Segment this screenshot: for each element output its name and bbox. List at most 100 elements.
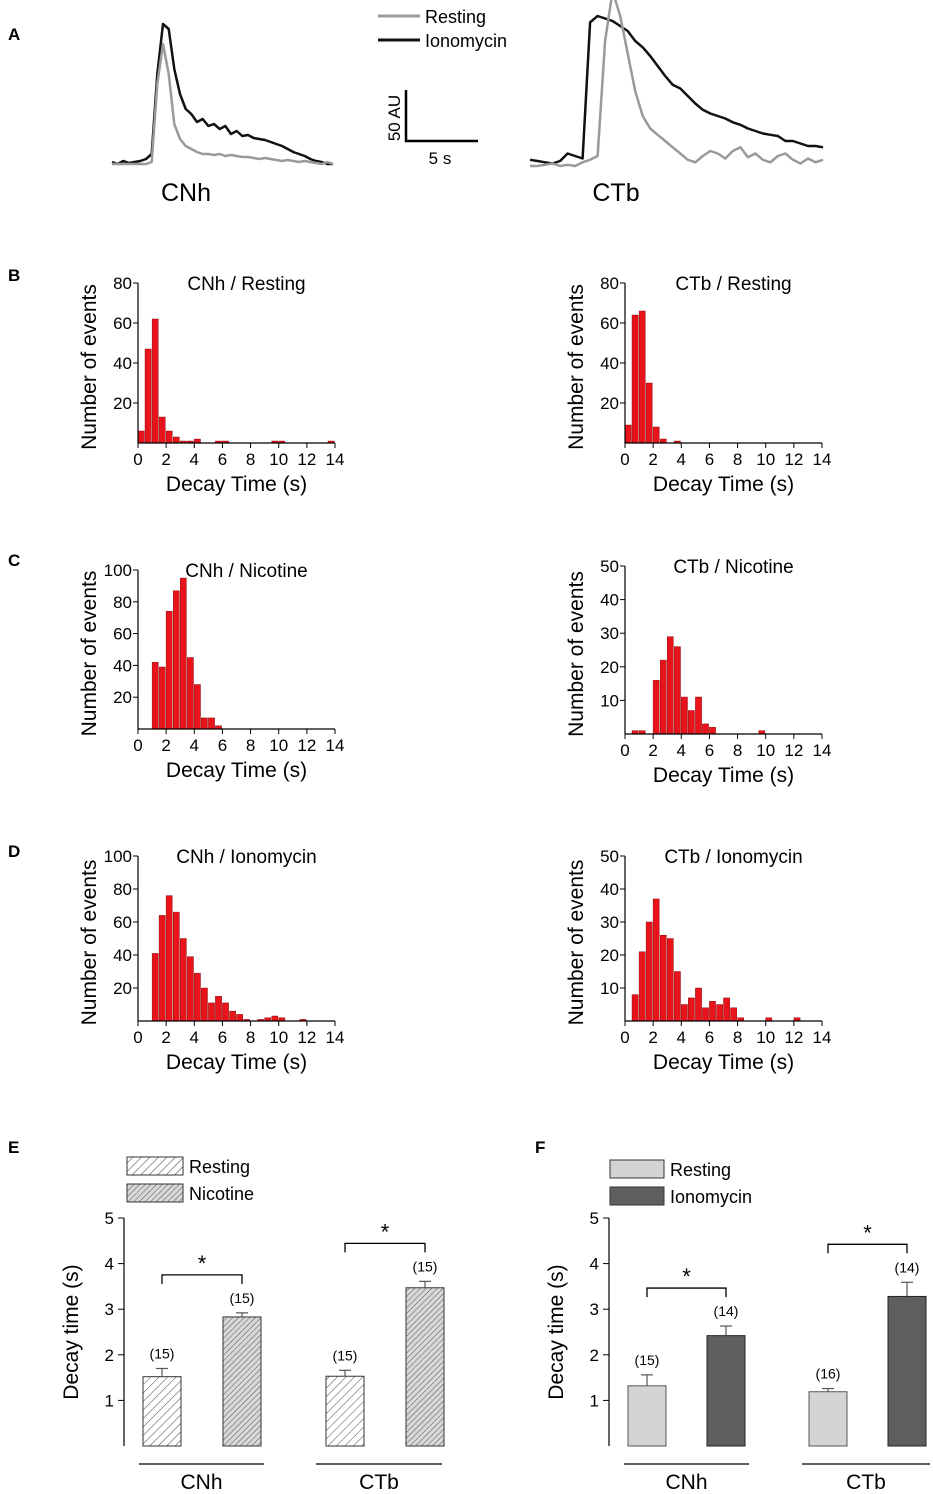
y-tick-label: 20 — [113, 688, 132, 707]
x-tick-label: 8 — [246, 736, 255, 755]
traces-cnh — [111, 22, 334, 166]
x-tick-label: 0 — [620, 1028, 629, 1047]
histogram-bar — [681, 1004, 688, 1022]
trace-resting — [112, 42, 334, 166]
legend-swatch-resting-e — [126, 1156, 184, 1176]
histogram-ctb-ionomycin: 0 2 4 6 8 10 12 14 10 20 30 40 50 CTb / Ionomycin Deca… — [565, 847, 831, 1074]
histogram-bar — [730, 1007, 737, 1022]
y-tick-label: 50 — [600, 557, 619, 576]
y-axis-title: Number of events — [78, 571, 101, 737]
histogram-bar — [172, 436, 180, 444]
y-tick-label: 40 — [600, 591, 619, 610]
group-label: CNh — [665, 1471, 707, 1494]
histogram-bar — [660, 659, 667, 735]
y-tick-label: 30 — [600, 913, 619, 932]
x-axis-title: Decay Time (s) — [166, 1051, 307, 1074]
bar-nicotine-ctb — [405, 1287, 445, 1447]
histogram-title: CNh / Resting — [187, 274, 305, 295]
y-tick-label: 100 — [104, 561, 132, 580]
x-tick-label: 4 — [677, 450, 686, 469]
x-tick-label: 12 — [297, 450, 316, 469]
y-tick-label: 30 — [600, 624, 619, 643]
significance-star: * — [682, 1264, 691, 1289]
y-tick-label: 5 — [105, 1209, 114, 1228]
y-axis-title: Decay time (s) — [60, 1264, 83, 1399]
x-tick-label: 6 — [218, 1028, 227, 1047]
y-tick-label: 20 — [600, 394, 619, 413]
y-tick-label: 4 — [590, 1255, 599, 1274]
y-tick-label: 40 — [600, 354, 619, 373]
histogram-bar — [645, 921, 653, 1022]
y-tick-label: 80 — [113, 593, 132, 612]
histogram-bar — [631, 994, 639, 1022]
significance-star: * — [198, 1251, 207, 1276]
histogram-bar — [688, 997, 695, 1022]
scale-bar-y-label: 50 AU — [385, 95, 404, 141]
histogram-bar — [151, 662, 159, 730]
legend-label-ionomycin: Ionomycin — [425, 31, 507, 51]
x-tick-label: 14 — [326, 736, 345, 755]
x-axis-title: Decay Time (s) — [166, 759, 307, 782]
y-tick-label: 80 — [600, 274, 619, 293]
histogram-bar — [194, 972, 201, 1022]
x-tick-label: 12 — [297, 736, 316, 755]
histogram-bar — [667, 636, 674, 735]
histogram-bar — [208, 1002, 215, 1022]
histogram-bar — [652, 426, 660, 444]
x-tick-label: 10 — [269, 450, 288, 469]
histogram-bar — [674, 646, 681, 735]
legend-label-resting-e: Resting — [189, 1157, 250, 1177]
histogram-bar — [667, 938, 674, 1022]
y-tick-label: 20 — [600, 658, 619, 677]
histogram-bar — [222, 1002, 229, 1022]
bar-nicotine-cnh — [222, 1316, 262, 1447]
histogram-bar — [201, 717, 208, 730]
bar-chart-e: 1 2 3 4 5 Decay time (s) (15) (15) * CNh (15) (15) *… — [60, 1209, 445, 1494]
histogram-bar — [645, 382, 653, 444]
x-axis-title: Decay Time (s) — [653, 1051, 794, 1074]
histogram-bar — [165, 430, 173, 444]
histogram-bar — [716, 1004, 723, 1022]
sample-size-label: (15) — [150, 1345, 175, 1361]
histogram-title: CTb / Nicotine — [673, 557, 793, 578]
y-tick-label: 2 — [590, 1346, 599, 1365]
sample-size-label: (15) — [333, 1347, 358, 1363]
x-tick-label: 14 — [326, 1028, 345, 1047]
histogram-title: CNh / Nicotine — [185, 561, 308, 582]
histogram-bar — [709, 727, 716, 735]
y-tick-label: 100 — [104, 847, 132, 866]
y-tick-label: 60 — [600, 314, 619, 333]
histogram-title: CTb / Ionomycin — [664, 847, 802, 868]
histogram-bar — [158, 666, 166, 730]
x-tick-label: 10 — [756, 450, 775, 469]
histogram-title: CTb / Resting — [675, 274, 791, 295]
x-tick-label: 8 — [733, 1028, 742, 1047]
histogram-title: CNh / Ionomycin — [176, 847, 316, 868]
histogram-bar — [638, 310, 646, 444]
x-tick-label: 6 — [218, 736, 227, 755]
x-tick-label: 14 — [813, 741, 832, 760]
sample-size-label: (16) — [816, 1366, 841, 1382]
y-tick-label: 40 — [600, 880, 619, 899]
histogram-ctb-nicotine: 0 2 4 6 8 10 12 14 10 20 30 40 50 CTb / Nicotine Decay… — [565, 557, 831, 787]
x-tick-label: 10 — [756, 741, 775, 760]
y-tick-label: 40 — [113, 354, 132, 373]
y-tick-label: 20 — [600, 946, 619, 965]
y-tick-label: 2 — [105, 1346, 114, 1365]
histogram-bar — [271, 1015, 279, 1022]
significance-bracket — [646, 1287, 727, 1298]
y-tick-label: 60 — [113, 625, 132, 644]
x-tick-label: 0 — [620, 741, 629, 760]
group-label: CNh — [180, 1471, 222, 1494]
panel-d-letter: D — [8, 842, 20, 861]
y-tick-label: 5 — [590, 1209, 599, 1228]
histogram-bar — [660, 935, 667, 1022]
scale-bar-lines — [404, 90, 478, 143]
histogram-bar — [165, 895, 173, 1022]
y-tick-label: 4 — [105, 1255, 114, 1274]
panel-f-letter: F — [535, 1138, 545, 1157]
trace-ionomycin — [111, 22, 333, 166]
legend-swatch-ionomycin-f — [609, 1186, 665, 1206]
histogram-bar — [158, 416, 166, 444]
y-axis-title: Number of events — [565, 860, 588, 1026]
